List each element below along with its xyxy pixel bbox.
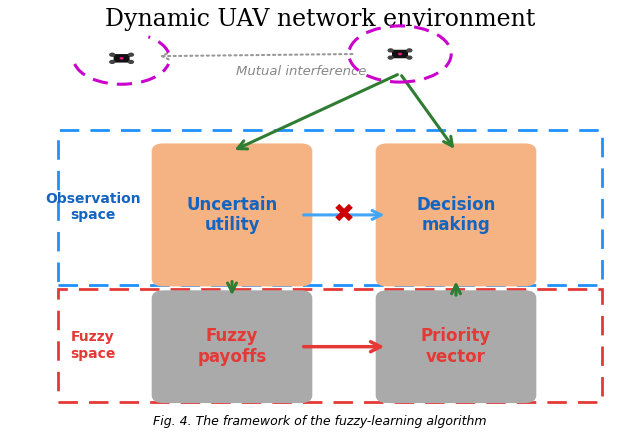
- Text: Priority
vector: Priority vector: [421, 327, 491, 366]
- Circle shape: [109, 60, 115, 64]
- Text: Decision
making: Decision making: [416, 196, 496, 234]
- Circle shape: [387, 55, 394, 60]
- FancyBboxPatch shape: [114, 54, 129, 63]
- Text: Fuzzy
payoffs: Fuzzy payoffs: [197, 327, 267, 366]
- Circle shape: [406, 48, 413, 53]
- FancyBboxPatch shape: [152, 290, 312, 403]
- Circle shape: [387, 48, 394, 53]
- Text: ✖: ✖: [333, 202, 355, 228]
- Circle shape: [406, 55, 413, 60]
- Circle shape: [128, 53, 134, 57]
- Text: Dynamic UAV network environment: Dynamic UAV network environment: [105, 8, 535, 31]
- FancyBboxPatch shape: [392, 50, 408, 58]
- Text: Mutual interference: Mutual interference: [236, 65, 366, 78]
- FancyBboxPatch shape: [376, 143, 536, 286]
- Text: Uncertain
utility: Uncertain utility: [186, 196, 278, 234]
- Text: Observation
space: Observation space: [45, 192, 141, 222]
- Circle shape: [120, 57, 124, 60]
- Text: Fig. 4. The framework of the fuzzy-learning algorithm: Fig. 4. The framework of the fuzzy-learn…: [153, 415, 487, 428]
- Text: Fuzzy
space: Fuzzy space: [70, 330, 115, 361]
- FancyBboxPatch shape: [376, 290, 536, 403]
- Circle shape: [398, 53, 402, 55]
- Circle shape: [109, 53, 115, 57]
- FancyBboxPatch shape: [152, 143, 312, 286]
- Circle shape: [128, 60, 134, 64]
